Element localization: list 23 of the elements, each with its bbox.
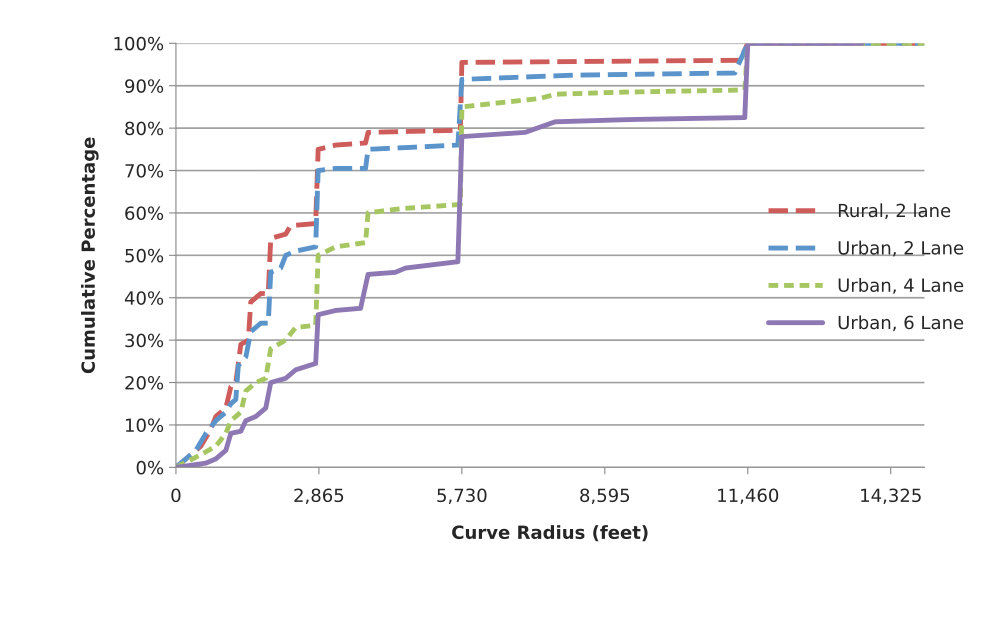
y-tick-label: 10% — [126, 418, 164, 432]
y-tick-label: 80% — [125, 122, 164, 136]
y-tick-label: 40% — [124, 291, 164, 305]
legend-label: Urban, 4 Lane — [838, 278, 964, 294]
x-tick-label: 8,595 — [580, 488, 630, 504]
y-tick-label: 0% — [136, 460, 164, 474]
y-tick-label: 60% — [125, 206, 164, 220]
x-tick-label: 14,325 — [861, 488, 921, 504]
y-tick-label: 70% — [125, 164, 164, 178]
y-tick-label: 90% — [125, 79, 164, 93]
x-tick-label: 2,865 — [294, 488, 344, 504]
legend-label: Urban, 2 Lane — [838, 240, 964, 256]
x-axis-title: Curve Radius (feet) — [452, 525, 648, 542]
y-tick-label: 100% — [114, 36, 164, 50]
y-axis-title: Cumulative Percentage — [81, 137, 99, 374]
legend-label: Urban, 6 Lane — [838, 315, 964, 332]
x-tick-label: 11,460 — [718, 488, 778, 504]
y-tick-label: 20% — [125, 376, 164, 390]
x-tick-label: 0 — [171, 488, 180, 502]
legend-label: Rural, 2 lane — [838, 203, 950, 220]
y-tick-label: 50% — [125, 248, 164, 262]
y-tick-label: 30% — [125, 334, 164, 348]
x-tick-label: 5,730 — [437, 488, 487, 504]
